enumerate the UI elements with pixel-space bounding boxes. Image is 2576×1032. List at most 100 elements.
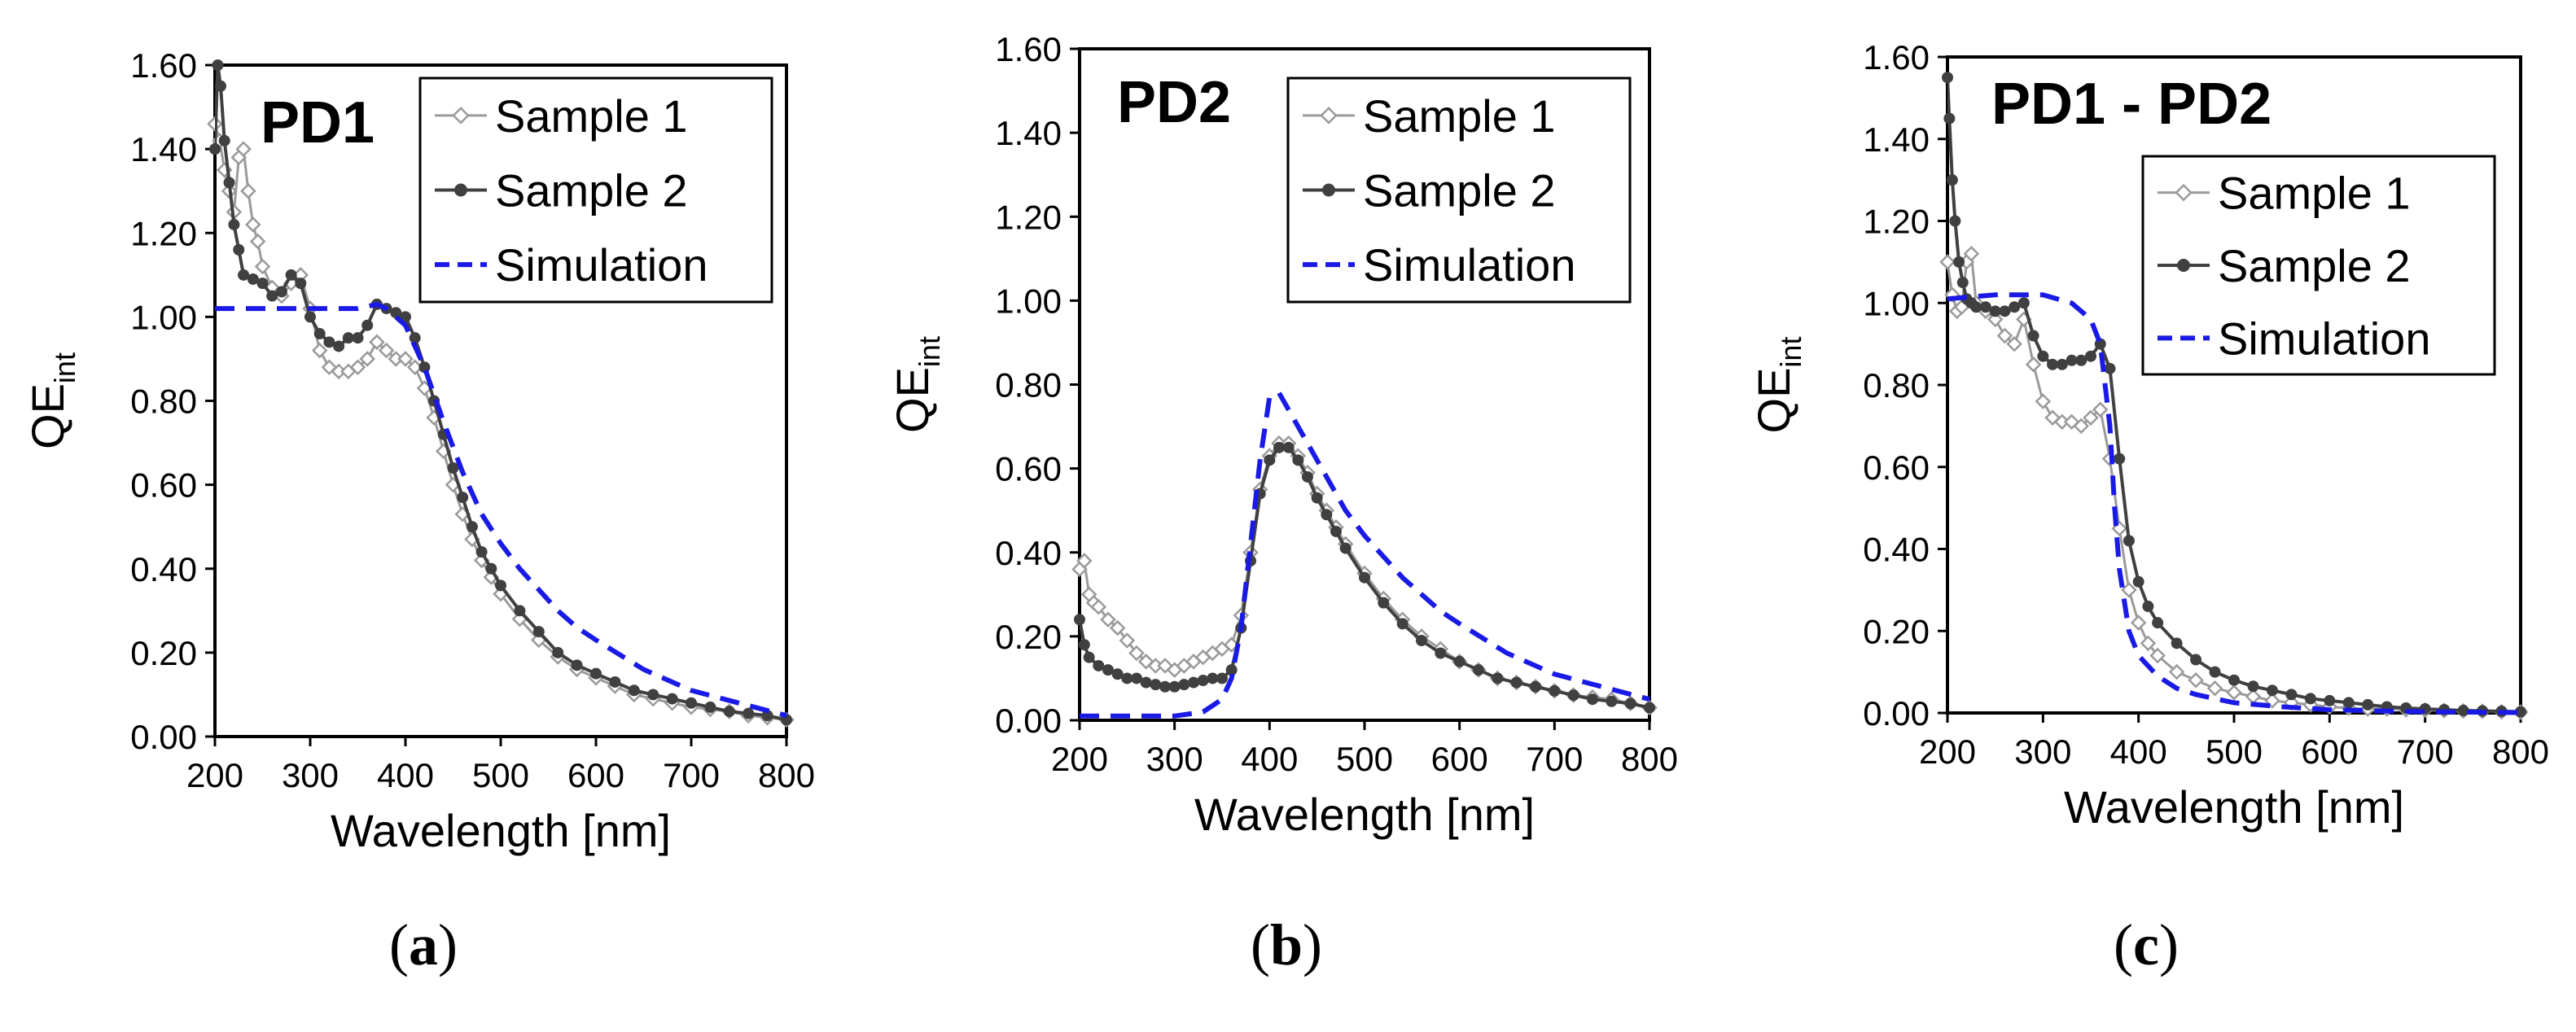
chart-3-series-sample-2-point: [1989, 305, 2001, 317]
chart-2-series-sample-2-point: [1435, 647, 1447, 659]
chart-2-series-sample-2-point: [1530, 680, 1541, 693]
chart-3-legend-sample-2-marker: [2177, 259, 2190, 272]
chart-2-series-sample-2-point: [1644, 702, 1655, 714]
chart-1-series-sample-2-point: [238, 269, 250, 281]
chart-1-ytick-label: 1.60: [130, 46, 197, 85]
chart-1-series-sample-2-point: [743, 707, 755, 719]
chart-3-ytick-label: 0.60: [1863, 448, 1930, 487]
chart-2-series-sample-2-point: [1311, 492, 1323, 504]
chart-3-series-sample-2-point: [2142, 601, 2154, 613]
chart-3-series-sample-2-point: [2362, 698, 2374, 711]
chart-1-series-sample-1-point: [359, 351, 375, 367]
chart-3-series-sample-2-point: [2171, 637, 2183, 649]
chart-1-series-sample-2-point: [304, 311, 316, 323]
chart-3-ytick-label: 1.40: [1863, 120, 1930, 159]
chart-1-series-sample-2-point: [532, 626, 545, 638]
chart-2-series-sample-2-point: [1549, 684, 1561, 697]
chart-3-series-sample-2-point: [2342, 697, 2355, 709]
chart-1-series-sample-1-point: [397, 351, 414, 367]
chart-1-series-sample-2-point: [285, 269, 297, 281]
chart-3-ytick-label: 1.60: [1863, 38, 1930, 77]
chart-2-xlabel: Wavelength [nm]: [1194, 789, 1535, 840]
chart-2-xtick-label: 400: [1241, 740, 1298, 778]
chart-2-series-sample-2-point: [1188, 676, 1199, 689]
chart-2-series-sample-2-point: [1083, 651, 1095, 663]
chart-1-series-sample-1-point: [249, 233, 266, 250]
chart-2-xtick-label: 300: [1146, 740, 1203, 778]
chart-3-series-sample-2-point: [2457, 704, 2469, 716]
chart-1-series-sample-2-point: [723, 706, 735, 718]
chart-3-series-simulation-line: [1947, 292, 2521, 715]
chart-1-legend-sample-2-label: Sample 2: [495, 165, 688, 216]
chart-1-legend-sample-1-label: Sample 1: [495, 90, 688, 142]
chart-1-series-sample-2-point: [223, 177, 235, 189]
chart-3-series-sample-2-point: [2056, 358, 2068, 370]
chart-2-ylabel: QEint: [887, 336, 946, 433]
chart-3-xtick-label: 600: [2301, 732, 2358, 771]
chart-3-series-sample-1-point: [2083, 409, 2099, 426]
chart-2-series-sample-2-point: [1178, 679, 1190, 691]
chart-1-series-sample-2-point: [666, 693, 678, 705]
chart-1-ylabel: QEint: [22, 352, 81, 449]
chart-1-series-sample-2-point: [275, 286, 287, 298]
chart-1-series-sample-2-point: [342, 332, 354, 344]
chart-3-xtick-label: 500: [2206, 732, 2263, 771]
chart-1-legend-sample-1-marker: [452, 107, 470, 125]
chart-1-series-sample-2-point: [209, 143, 221, 155]
chart-2-series-sample-2-point: [1093, 659, 1105, 671]
chart-2-ytick-label: 0.00: [995, 702, 1062, 740]
chart-1-series-sample-1-point: [378, 342, 395, 359]
panel-label-c: (c): [2114, 912, 2179, 977]
chart-3-series-sample-2-point: [2515, 706, 2526, 718]
chart-3-series-sample-2-point: [2085, 350, 2096, 362]
chart-3-series-sample-2-point: [2228, 674, 2240, 686]
chart-3-series-sample-2-point: [2190, 654, 2202, 666]
chart-2-legend-sample-2-label: Sample 2: [1363, 165, 1556, 216]
chart-2-series-sample-2-point: [1359, 571, 1370, 584]
chart-3-series-sample-2-point: [2209, 666, 2221, 678]
chart-1-ytick-label: 0.20: [130, 634, 197, 672]
chart-3-series-sample-1-point: [2226, 684, 2242, 701]
chart-2-ytick-label: 0.80: [995, 366, 1062, 404]
chart-2-ytick-label: 1.00: [995, 282, 1062, 320]
chart-3-legend-sample-1-label: Sample 1: [2218, 168, 2411, 219]
chart-2-series-sample-2-point: [1567, 689, 1579, 702]
chart-1-series-sample-2-point: [609, 676, 621, 688]
chart-2-legend-sample-1-label: Sample 1: [1363, 90, 1556, 142]
chart-3-ytick-label: 0.00: [1863, 694, 1930, 732]
chart-1-series-sample-2-point: [628, 684, 640, 697]
chart-3-series-sample-2-point: [1970, 301, 1982, 313]
chart-2-legend-sample-2-marker: [1322, 183, 1335, 197]
chart-3-ytick-label: 1.00: [1863, 284, 1930, 322]
chart-2-legend-simulation-label: Simulation: [1363, 239, 1575, 291]
chart-2-series-sample-2-point: [1624, 697, 1636, 710]
chart-1-series-sample-2-point: [475, 546, 488, 558]
chart-3-series-sample-2-point: [2037, 350, 2049, 362]
chart-2-series-sample-2-point: [1282, 441, 1295, 453]
chart-3-series-sample-1-point: [2006, 335, 2022, 352]
chart-2-series-sample-2-point: [1587, 693, 1598, 706]
chart-3-series-sample-2-point: [1943, 112, 1956, 125]
chart-3-series-sample-2-point: [2027, 330, 2039, 342]
chart-2-xtick-label: 200: [1051, 740, 1108, 778]
chart-1-series-sample-2-point: [361, 319, 374, 331]
chart-2-ytick-label: 0.60: [995, 450, 1062, 488]
chart-1-series-sample-2-point: [256, 278, 269, 290]
chart-3-xtick-label: 300: [2014, 732, 2071, 771]
chart-3-series-sample-2-point: [2123, 535, 2135, 547]
chart-2-xtick-label: 800: [1621, 740, 1678, 778]
chart-1-series-sample-2-point: [647, 689, 659, 701]
chart-2-series-sample-1-point: [1109, 619, 1126, 636]
chart-1-series-sample-1-point: [311, 342, 328, 359]
chart-2-series-sample-2-point: [1606, 695, 1618, 707]
chart-1-series-sample-2-point: [247, 273, 259, 285]
chart-2-series-sample-1-point: [1076, 553, 1093, 569]
chart-2-ytick-label: 0.20: [995, 618, 1062, 656]
chart-3-series-sample-1-point: [1963, 246, 1980, 262]
chart-1-series-sample-2-point: [390, 307, 402, 319]
chart-2-series-sample-2-point: [1121, 672, 1133, 684]
chart-3-series-sample-2-point: [2247, 680, 2259, 693]
chart-2-series-sample-2-point: [1453, 655, 1465, 667]
chart-3-xtick-label: 400: [2110, 732, 2167, 771]
